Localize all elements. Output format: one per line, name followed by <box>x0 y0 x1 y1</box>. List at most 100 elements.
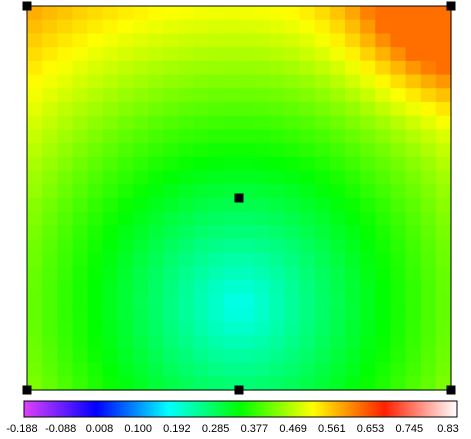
heatmap-cell <box>148 47 164 62</box>
heatmap-cell <box>299 362 316 377</box>
heatmap-cell <box>223 266 240 281</box>
heatmap-cell <box>148 129 164 144</box>
heatmap-cell <box>178 88 195 103</box>
heatmap-cell <box>299 335 316 350</box>
heatmap-cell <box>102 170 119 185</box>
heatmap-cell <box>345 307 361 323</box>
heatmap-cell <box>27 252 43 268</box>
heatmap-cell <box>27 143 43 158</box>
heatmap-cell <box>405 74 422 89</box>
heatmap-cell <box>208 266 225 281</box>
heatmap-cell <box>178 74 195 89</box>
heatmap-cell <box>208 170 225 185</box>
heatmap-cell <box>269 348 286 364</box>
heatmap-cell <box>133 6 149 21</box>
heatmap-cell <box>178 33 195 48</box>
heatmap-cell <box>390 88 407 103</box>
heatmap-cell <box>269 335 286 350</box>
heatmap-cell <box>102 321 119 336</box>
heatmap-cell <box>284 252 301 268</box>
heatmap-cell <box>42 376 58 391</box>
heatmap-cell <box>314 252 331 268</box>
heatmap-cell <box>390 266 407 281</box>
heatmap-cell <box>148 225 164 240</box>
heatmap-cell <box>223 156 240 172</box>
heatmap-cell <box>360 74 376 89</box>
heatmap-cell <box>223 239 240 254</box>
heatmap-cell <box>435 129 452 144</box>
heatmap-cell <box>345 211 361 227</box>
heatmap-cell <box>375 6 392 21</box>
heatmap-cell <box>102 307 119 323</box>
heatmap-cell <box>314 294 331 309</box>
heatmap-cell <box>239 252 255 268</box>
heatmap-cell <box>360 239 376 254</box>
heatmap-cell <box>42 6 58 21</box>
heatmap-cell <box>269 33 286 48</box>
heatmap-cell <box>360 102 376 117</box>
heatmap-cell <box>420 294 437 309</box>
heatmap-cell <box>390 115 407 131</box>
heatmap-cell <box>87 307 104 323</box>
heatmap-cell <box>102 252 119 268</box>
heatmap-cell <box>57 335 74 350</box>
heatmap-cell <box>148 19 164 35</box>
heatmap-cell <box>117 74 134 89</box>
heatmap-cell <box>299 19 316 35</box>
heatmap-cell <box>42 19 58 35</box>
heatmap-cell <box>208 252 225 268</box>
heatmap-cell <box>27 266 43 281</box>
heatmap-cell <box>102 129 119 144</box>
heatmap-cell <box>345 376 361 391</box>
heatmap-cell <box>148 184 164 199</box>
heatmap-cell <box>360 307 376 323</box>
heatmap-cell <box>329 362 346 377</box>
heatmap-cell <box>405 170 422 185</box>
heatmap-cell <box>329 225 346 240</box>
heatmap-cell <box>435 225 452 240</box>
heatmap-cell <box>390 184 407 199</box>
heatmap-cell <box>299 143 316 158</box>
heatmap-cell <box>27 321 43 336</box>
heatmap-cell <box>390 294 407 309</box>
heatmap-cell <box>405 211 422 227</box>
heatmap-cell <box>420 335 437 350</box>
heatmap-cell <box>284 19 301 35</box>
heatmap-cell <box>299 6 316 21</box>
heatmap-cell <box>148 115 164 131</box>
heatmap-cell <box>148 170 164 185</box>
heatmap-cell <box>299 60 316 76</box>
heatmap-cell <box>117 280 134 295</box>
heatmap-cell <box>133 376 149 391</box>
heatmap-cell <box>87 156 104 172</box>
heatmap-cell <box>193 74 210 89</box>
heatmap-cell <box>27 348 43 364</box>
colorbar-tick-label: 0.83 <box>437 423 458 435</box>
heatmap-cell <box>329 74 346 89</box>
heatmap-cell <box>102 143 119 158</box>
heatmap-cell <box>375 33 392 48</box>
heatmap-cell <box>299 170 316 185</box>
heatmap-cell <box>133 74 149 89</box>
heatmap-cell <box>405 115 422 131</box>
heatmap-cell <box>42 115 58 131</box>
heatmap-cell <box>420 211 437 227</box>
heatmap-cell <box>193 143 210 158</box>
heatmap-cell <box>420 143 437 158</box>
heatmap-cell <box>117 348 134 364</box>
heatmap-cell <box>284 280 301 295</box>
heatmap-cell <box>269 211 286 227</box>
heatmap-cell <box>148 239 164 254</box>
heatmap-cell <box>254 239 270 254</box>
heatmap-cell <box>193 211 210 227</box>
heatmap-cell <box>284 294 301 309</box>
heatmap-cell <box>178 19 195 35</box>
heatmap-cell <box>345 252 361 268</box>
heatmap-cell <box>87 252 104 268</box>
heatmap-cell <box>57 74 74 89</box>
heatmap-cell <box>87 129 104 144</box>
heatmap-cell <box>163 74 180 89</box>
heatmap-cell <box>57 115 74 131</box>
heatmap-cell <box>284 6 301 21</box>
heatmap-cell <box>148 74 164 89</box>
